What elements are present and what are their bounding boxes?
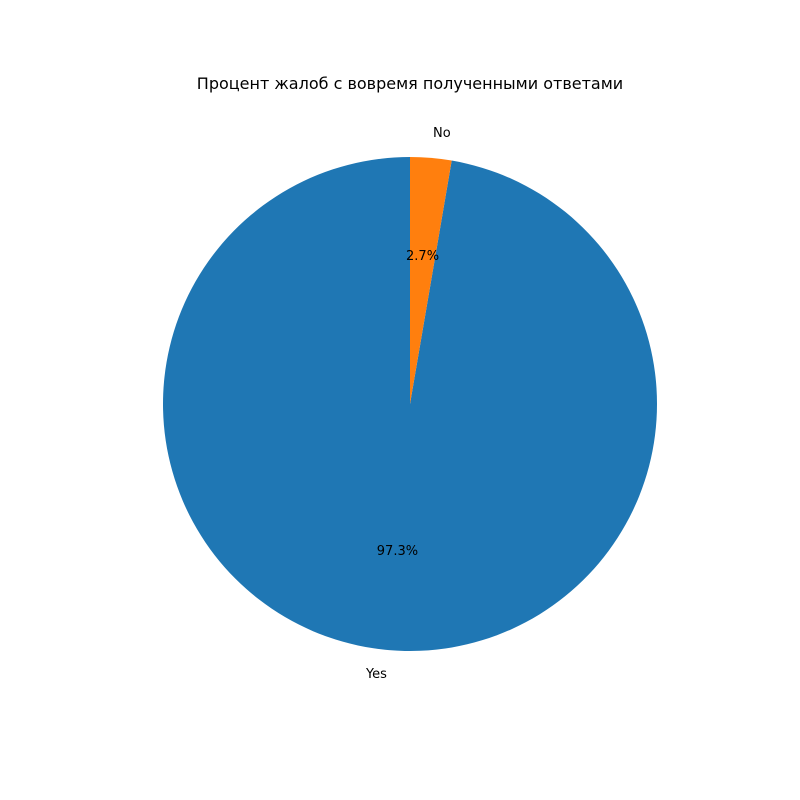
chart-title: Процент жалоб с вовремя полученными отве… <box>197 74 623 93</box>
pie-slices <box>163 157 657 651</box>
percent-label-no: 2.7% <box>406 249 439 264</box>
slice-label-no: No <box>433 126 451 141</box>
percent-label-yes: 97.3% <box>377 544 418 559</box>
slice-label-yes: Yes <box>365 667 387 682</box>
